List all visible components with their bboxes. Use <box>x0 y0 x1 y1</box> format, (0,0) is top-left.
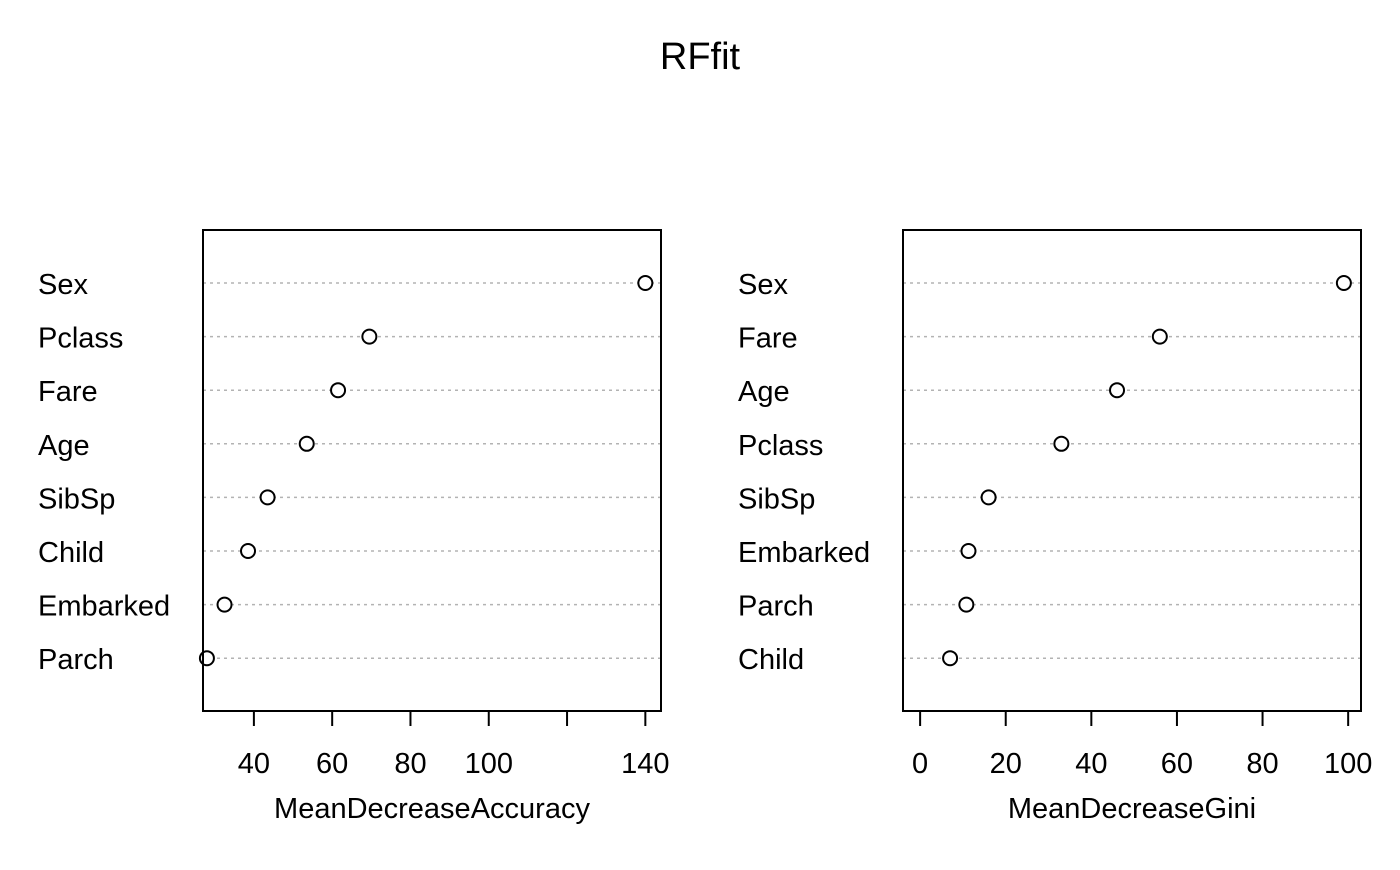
plot-frame <box>902 229 1362 712</box>
x-tick-label: 20 <box>990 748 1022 780</box>
category-label: SibSp <box>738 483 815 515</box>
data-point <box>216 596 233 613</box>
category-label: Parch <box>738 591 814 623</box>
x-tick-label: 60 <box>316 748 348 780</box>
x-tick-label: 60 <box>1161 748 1193 780</box>
category-label: Age <box>38 430 90 462</box>
x-tick-label: 40 <box>1075 748 1107 780</box>
x-axis-title: MeanDecreaseAccuracy <box>274 793 590 825</box>
x-tick-label: 80 <box>394 748 426 780</box>
data-point <box>259 489 276 506</box>
category-label: Parch <box>38 644 114 676</box>
data-point <box>298 435 315 452</box>
category-label: Age <box>738 376 790 408</box>
category-label: Embarked <box>38 591 170 623</box>
category-label: Child <box>38 537 104 569</box>
data-point <box>1335 275 1352 291</box>
data-point <box>1053 435 1070 452</box>
x-axis-title: MeanDecreaseGini <box>1008 793 1256 825</box>
category-label: Sex <box>38 269 88 301</box>
chart-panel-1: Sex Pclass Fare Age SibSp Child Embarked Parch 4… <box>38 229 670 825</box>
data-point <box>960 543 977 559</box>
plot-frame <box>202 229 662 712</box>
x-tick-label: 40 <box>238 748 270 780</box>
category-label: Pclass <box>38 323 123 355</box>
x-tick-label: 140 <box>621 748 669 780</box>
category-label: Pclass <box>738 430 823 462</box>
data-point <box>240 543 257 559</box>
x-tick-label: 0 <box>912 748 928 780</box>
category-label: Sex <box>738 269 788 301</box>
x-tick-label: 100 <box>1324 748 1372 780</box>
chart-panel-2: Sex Fare Age Pclass SibSp Embarked Parch Child 0… <box>738 229 1372 825</box>
data-point <box>958 596 975 613</box>
x-tick-label: 100 <box>465 748 513 780</box>
x-tick-label: 80 <box>1246 748 1278 780</box>
data-point <box>637 275 654 291</box>
data-point <box>980 489 997 506</box>
category-label: Fare <box>38 376 98 408</box>
data-point <box>1109 382 1126 399</box>
data-point <box>942 650 959 667</box>
chart-title: RFfit <box>660 36 741 78</box>
category-label: Fare <box>738 323 798 355</box>
category-label: Child <box>738 644 804 676</box>
data-point <box>330 382 347 399</box>
data-point <box>361 328 378 345</box>
category-label: Embarked <box>738 537 870 569</box>
category-label: SibSp <box>38 483 115 515</box>
data-point <box>1151 328 1168 345</box>
